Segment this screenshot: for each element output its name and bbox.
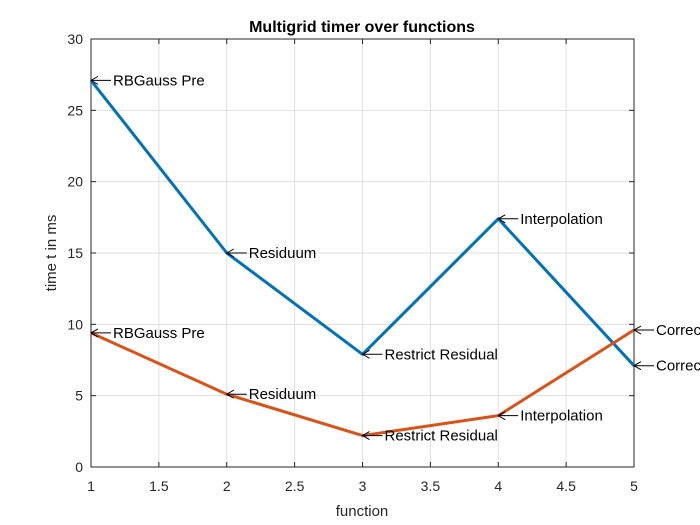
annotation-arrow [89, 75, 111, 85]
data-point-label: Interpolation [520, 408, 603, 425]
data-point-annotation: Residuum [225, 245, 317, 262]
data-point-annotation: Interpolation [497, 408, 603, 425]
annotation-arrow [632, 325, 654, 335]
data-point-label: Interpolation [520, 211, 603, 228]
data-point-label: Residuum [249, 386, 317, 403]
x-tick-label: 1.5 [149, 478, 169, 494]
y-tick-label: 5 [75, 388, 83, 404]
annotation-arrow [89, 328, 111, 338]
data-point-annotation: RBGauss Pre [89, 325, 205, 342]
x-tick-label: 5 [630, 478, 638, 494]
annotation-arrow [361, 349, 383, 359]
axis-ticks: 1 1.5 2 2.5 3 3.5 4 4.5 5 0 5 10 15 20 25 30 [67, 31, 638, 494]
data-point-annotation: Interpolation [497, 211, 603, 228]
annotation-arrow [497, 214, 519, 224]
data-point-annotation: RBGauss Pre [89, 72, 205, 89]
y-tick-label: 0 [75, 459, 83, 475]
data-point-label: Restrict Residual [385, 346, 498, 363]
x-tick-label: 4 [494, 478, 502, 494]
x-tick-label: 4.5 [556, 478, 576, 494]
data-point-label: Residuum [249, 245, 317, 262]
data-point-annotation: Restrict Residual [361, 346, 498, 363]
x-tick-label: 2.5 [285, 478, 305, 494]
data-point-annotation: Restrict Residual [361, 428, 498, 445]
x-tick-label: 1 [87, 478, 95, 494]
annotation-arrow [361, 431, 383, 441]
annotation-arrow [225, 248, 247, 258]
data-point-label: Correc [656, 358, 700, 375]
data-point-label: Restrict Residual [385, 428, 498, 445]
y-tick-label: 25 [67, 102, 83, 118]
x-tick-label: 3.5 [421, 478, 441, 494]
x-axis-label: function [336, 503, 389, 520]
data-point-label: Correc [656, 322, 700, 339]
annotation-arrow [225, 389, 247, 399]
data-point-annotation: Correc [632, 358, 700, 375]
y-tick-label: 20 [67, 174, 83, 190]
annotation-layer: RBGauss Pre Residuum Restrict Residual Inte… [89, 72, 700, 445]
y-tick-label: 30 [67, 31, 83, 47]
data-point-annotation: Correc [632, 322, 700, 339]
chart-title: Multigrid timer over functions [249, 19, 475, 36]
annotation-arrow [497, 411, 519, 421]
y-tick-label: 10 [67, 316, 83, 332]
y-tick-label: 15 [67, 245, 83, 261]
x-tick-label: 2 [223, 478, 231, 494]
data-point-annotation: Residuum [225, 386, 317, 403]
y-axis-label: time t in ms [43, 215, 60, 292]
x-tick-label: 3 [359, 478, 367, 494]
data-point-label: RBGauss Pre [113, 72, 205, 89]
annotation-arrow [632, 361, 654, 371]
data-point-label: RBGauss Pre [113, 325, 205, 342]
